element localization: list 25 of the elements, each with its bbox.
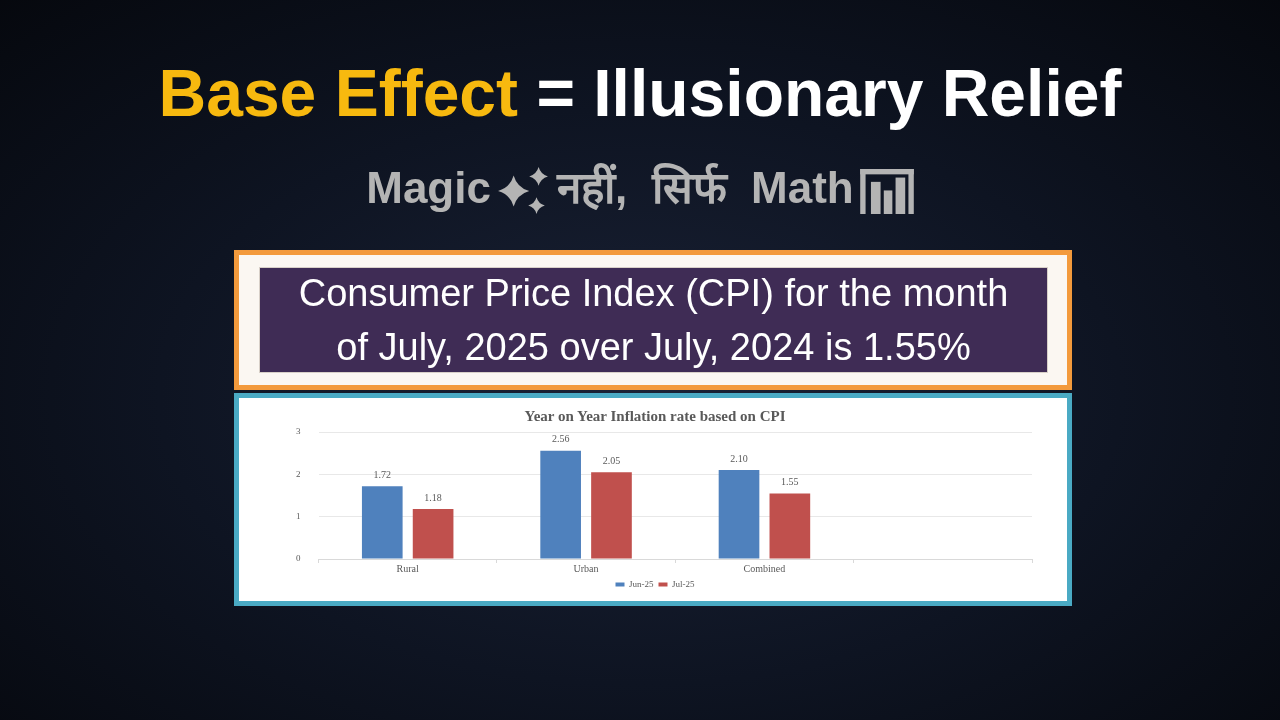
chart-title: Base Effect = Illusionary Relief <box>157 55 1123 132</box>
text: Year on Year Inflation rate based on CPI <box>524 407 786 424</box>
bar <box>769 493 811 559</box>
text: Consumer Price Index (CPI) for the month of July, 2025 over July, 2024 is 1.55% <box>260 266 1047 374</box>
x-tick-label: Combined <box>743 562 786 574</box>
data-label: 2.05 <box>602 454 621 466</box>
x-tick-label: Urban <box>573 562 599 574</box>
data-label: 2.56 <box>551 433 570 445</box>
bar <box>718 470 760 559</box>
legend-label: Jun-25 <box>629 578 654 589</box>
x-tick-label: Rural <box>396 562 420 574</box>
bar <box>591 472 632 559</box>
y-tick-label: 1 <box>296 511 301 522</box>
data-label: 2.10 <box>730 452 748 464</box>
data-label: 1.18 <box>424 491 442 503</box>
y-tick-label: 0 <box>296 553 301 564</box>
data-label: 1.55 <box>781 476 799 488</box>
bar <box>540 450 581 559</box>
legend-label: Jul-25 <box>672 578 695 589</box>
y-tick-label: 3 <box>296 426 301 437</box>
y-tick-label: 2 <box>296 468 301 479</box>
bar <box>412 509 454 559</box>
text: Magic नहीं, सिर्फ Math <box>366 163 854 212</box>
bar <box>361 486 403 559</box>
data-label: 1.72 <box>373 468 392 480</box>
